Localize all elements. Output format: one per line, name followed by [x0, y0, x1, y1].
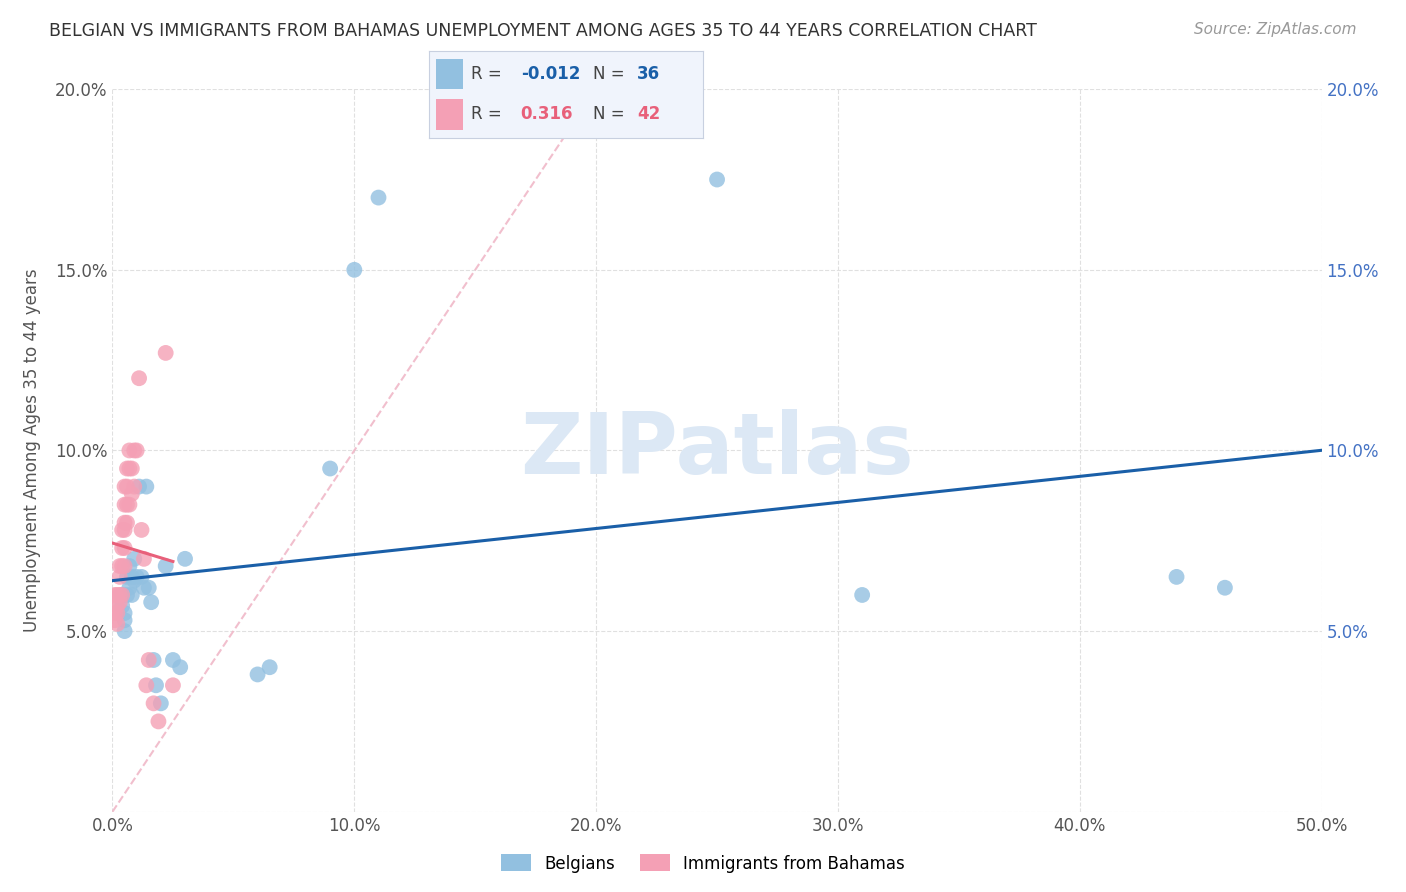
Point [105, 588, 128, 602]
Point [162, 653, 184, 667]
Point [121, 461, 143, 475]
Text: 36: 36 [637, 65, 661, 83]
Point [108, 588, 131, 602]
Point [149, 697, 172, 711]
Point [115, 516, 138, 530]
Point [135, 480, 157, 494]
Point [141, 595, 163, 609]
Point [128, 480, 150, 494]
Point [114, 523, 136, 537]
Point [148, 714, 170, 729]
Text: ZIPatlas: ZIPatlas [520, 409, 914, 492]
Point [319, 461, 342, 475]
Point [706, 172, 728, 186]
Text: 0.316: 0.316 [520, 105, 574, 123]
Point [118, 559, 141, 574]
Point [111, 523, 134, 537]
Point [111, 541, 134, 555]
Point [104, 606, 127, 620]
Point [367, 191, 389, 205]
Point [132, 581, 155, 595]
Text: R =: R = [471, 105, 502, 123]
Point [169, 660, 191, 674]
Text: N =: N = [593, 65, 624, 83]
Bar [436, 59, 463, 89]
Point [104, 613, 127, 627]
Point [115, 498, 138, 512]
Point [1213, 581, 1236, 595]
Text: Source: ZipAtlas.com: Source: ZipAtlas.com [1194, 22, 1357, 37]
Text: N =: N = [593, 105, 624, 123]
Point [104, 588, 127, 602]
Point [111, 559, 134, 574]
Point [122, 551, 145, 566]
Point [105, 599, 128, 613]
Point [174, 551, 197, 566]
Point [155, 346, 177, 360]
Point [135, 678, 157, 692]
Point [121, 487, 143, 501]
Point [118, 461, 141, 475]
Point [131, 523, 153, 537]
Text: BELGIAN VS IMMIGRANTS FROM BAHAMAS UNEMPLOYMENT AMONG AGES 35 TO 44 YEARS CORREL: BELGIAN VS IMMIGRANTS FROM BAHAMAS UNEMP… [49, 22, 1038, 40]
Point [145, 678, 167, 692]
Point [114, 613, 136, 627]
Point [114, 541, 136, 555]
Point [114, 480, 136, 494]
Point [118, 498, 141, 512]
Point [142, 653, 165, 667]
Point [131, 570, 153, 584]
Point [105, 606, 128, 620]
Point [132, 551, 155, 566]
Point [121, 570, 143, 584]
Text: R =: R = [471, 65, 502, 83]
Point [114, 516, 136, 530]
Point [125, 570, 148, 584]
Point [122, 480, 145, 494]
Point [1166, 570, 1188, 584]
Point [162, 678, 184, 692]
Point [125, 443, 148, 458]
Point [118, 443, 141, 458]
Point [114, 606, 136, 620]
Y-axis label: Unemployment Among Ages 35 to 44 years: Unemployment Among Ages 35 to 44 years [24, 268, 41, 632]
Text: 42: 42 [637, 105, 661, 123]
Point [115, 570, 138, 584]
Point [138, 653, 160, 667]
Point [122, 574, 145, 588]
Point [108, 595, 131, 609]
Point [111, 588, 134, 602]
Point [105, 616, 128, 631]
Point [115, 588, 138, 602]
Point [343, 263, 366, 277]
Point [142, 697, 165, 711]
Point [138, 581, 160, 595]
Point [121, 588, 143, 602]
Point [108, 570, 131, 584]
Point [118, 581, 141, 595]
Legend: Belgians, Immigrants from Bahamas: Belgians, Immigrants from Bahamas [495, 847, 911, 880]
Point [259, 660, 281, 674]
Point [122, 443, 145, 458]
Point [114, 559, 136, 574]
Point [155, 559, 177, 574]
Text: -0.012: -0.012 [520, 65, 581, 83]
Point [114, 498, 136, 512]
Point [246, 667, 269, 681]
Point [128, 371, 150, 385]
Point [851, 588, 873, 602]
Point [111, 599, 134, 613]
Bar [436, 99, 463, 129]
Point [114, 624, 136, 639]
Point [115, 480, 138, 494]
Point [115, 461, 138, 475]
Point [111, 588, 134, 602]
Point [108, 559, 131, 574]
